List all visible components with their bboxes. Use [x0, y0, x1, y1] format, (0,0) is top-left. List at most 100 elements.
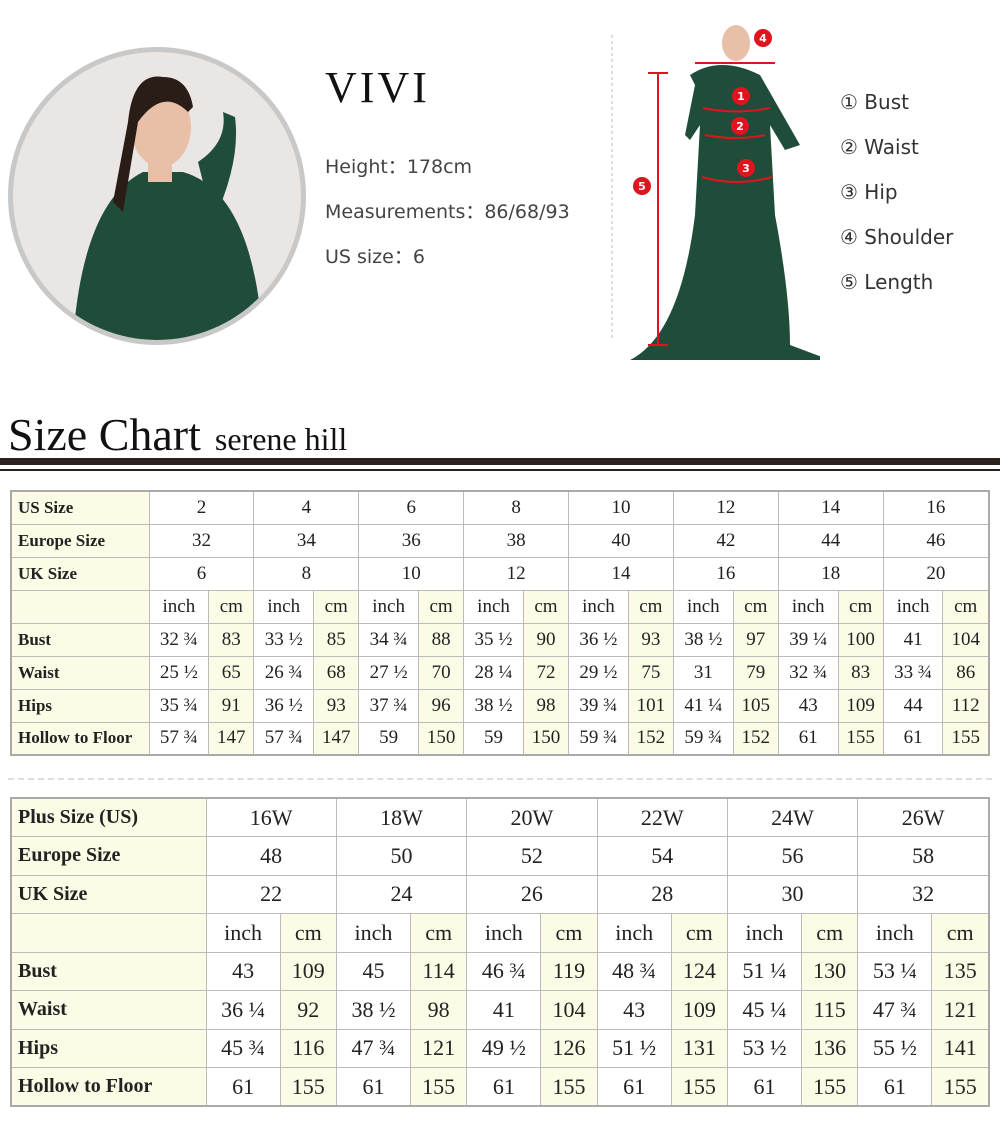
size-chart-title: Size Chart serene hill: [8, 409, 348, 460]
measure-cell: 59: [463, 721, 524, 756]
measure-cell: 29 ½: [568, 655, 629, 690]
measure-cell: 39 ¼: [777, 622, 839, 657]
size-cell: 18: [777, 556, 884, 591]
row-label: US Size: [10, 490, 150, 525]
measure-cell: 31: [672, 655, 734, 690]
measure-cell: 98: [522, 688, 570, 723]
table-row: US Size 2 4 6 8 10 12 14 16: [10, 490, 990, 525]
unit-cm: cm: [627, 589, 674, 624]
size-cell: 36: [358, 523, 465, 558]
unit-inch: inch: [726, 913, 803, 953]
table-row: Hollow to Floor 61 155 61 155 61 155 61 155 61 155…: [10, 1067, 990, 1107]
size-cell: 54: [596, 836, 728, 876]
measure-cell: 155: [279, 1067, 337, 1107]
measure-cell: 155: [801, 1067, 859, 1107]
size-cell: 6: [358, 490, 465, 525]
measure-cell: 33 ¾: [882, 655, 944, 690]
size-cell: 8: [253, 556, 360, 591]
legend-item-hip: ③ Hip: [840, 180, 898, 204]
measure-cell: 38 ½: [463, 688, 524, 723]
size-cell: 6: [148, 556, 255, 591]
measure-cell: 35 ¾: [148, 688, 210, 723]
measure-cell: 38 ½: [335, 990, 412, 1030]
legend-item-shoulder: ④ Shoulder: [840, 225, 954, 249]
measure-cell: 61: [726, 1067, 803, 1107]
measure-cell: 43: [596, 990, 672, 1030]
unit-inch: inch: [568, 589, 629, 624]
measure-cell: 36 ¼: [205, 990, 281, 1030]
measure-cell: 135: [931, 951, 990, 991]
measure-cell: 155: [942, 721, 990, 756]
size-cell: 48: [205, 836, 337, 876]
measure-cell: 57 ¾: [148, 721, 210, 756]
measure-cell: 155: [931, 1067, 990, 1107]
measure-cell: 90: [522, 622, 570, 657]
size-cell: 50: [335, 836, 468, 876]
measure-cell: 44: [882, 688, 944, 723]
unit-cm: cm: [540, 913, 598, 953]
row-label: Plus Size (US): [10, 797, 207, 837]
measure-cell: 46 ¾: [466, 951, 542, 991]
measure-cell: 25 ½: [148, 655, 210, 690]
measure-cell: 26 ¾: [253, 655, 315, 690]
measure-cell: 34 ¾: [358, 622, 419, 657]
measure-cell: 32 ¾: [777, 655, 839, 690]
measure-cell: 116: [279, 1028, 337, 1068]
plus-size-table: Plus Size (US) 16W 18W 20W 22W 24W 26W Europe S…: [10, 797, 990, 1107]
size-cell: 26W: [857, 797, 990, 837]
measure-cell: 38 ½: [672, 622, 734, 657]
size-cell: 14: [777, 490, 884, 525]
measure-cell: 86: [942, 655, 990, 690]
measure-cell: 28 ¼: [463, 655, 524, 690]
measure-cell: 55 ½: [857, 1028, 933, 1068]
svg-text:1: 1: [737, 90, 745, 103]
svg-text:2: 2: [736, 120, 744, 133]
measure-cell: 83: [837, 655, 884, 690]
row-label: UK Size: [10, 874, 207, 914]
measure-cell: 91: [208, 688, 255, 723]
measure-cell: 119: [540, 951, 598, 991]
brand-name: serene hill: [214, 421, 348, 457]
measure-cell: 150: [417, 721, 465, 756]
size-cell: 26: [466, 874, 598, 914]
measure-cell: 126: [540, 1028, 598, 1068]
legend-item-waist: ② Waist: [840, 135, 919, 159]
measure-cell: 61: [882, 721, 944, 756]
table-row: Waist 25 ½ 65 26 ¾ 68 27 ½ 70 28 ¼ 72 29 ½ 75 31 79 3…: [10, 655, 990, 690]
measure-cell: 152: [627, 721, 674, 756]
measure-cell: 147: [313, 721, 360, 756]
row-label: Hollow to Floor: [10, 1067, 207, 1107]
measure-cell: 136: [801, 1028, 859, 1068]
measure-cell: 27 ½: [358, 655, 419, 690]
model-portrait-photo: [8, 47, 306, 345]
standard-size-table: US Size 2 4 6 8 10 12 14 16 Europe Size 32 34 36 38 40…: [10, 490, 990, 756]
size-cell: 12: [672, 490, 779, 525]
size-cell: 16: [672, 556, 779, 591]
measure-cell: 85: [313, 622, 360, 657]
measure-cell: 36 ½: [568, 622, 629, 657]
measure-cell: 155: [670, 1067, 728, 1107]
size-cell: 24W: [726, 797, 859, 837]
unit-cm: cm: [410, 913, 468, 953]
unit-cm: cm: [417, 589, 465, 624]
measure-cell: 92: [279, 990, 337, 1030]
table-row: UK Size 22 24 26 28 30 32: [10, 874, 990, 914]
size-cell: 20: [882, 556, 990, 591]
measure-cell: 35 ½: [463, 622, 524, 657]
row-label: Hollow to Floor: [10, 721, 150, 756]
measurement-diagram: 1 2 3 4 5: [600, 15, 830, 370]
unit-inch: inch: [596, 913, 672, 953]
svg-text:4: 4: [759, 32, 767, 45]
measure-cell: 97: [732, 622, 779, 657]
unit-inch: inch: [463, 589, 524, 624]
size-cell: 2: [148, 490, 255, 525]
measure-cell: 51 ¼: [726, 951, 803, 991]
measure-cell: 155: [410, 1067, 468, 1107]
measure-cell: 61: [205, 1067, 281, 1107]
measure-cell: 33 ½: [253, 622, 315, 657]
measure-cell: 109: [279, 951, 337, 991]
measure-cell: 141: [931, 1028, 990, 1068]
size-cell: 46: [882, 523, 990, 558]
table-row: UK Size 6 8 10 12 14 16 18 20: [10, 556, 990, 591]
